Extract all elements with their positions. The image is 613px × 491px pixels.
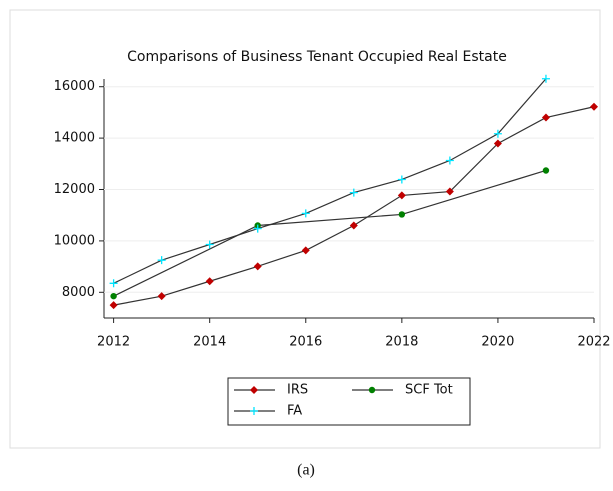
legend-label: FA <box>287 404 302 419</box>
x-tick-label: 2014 <box>193 335 226 350</box>
y-tick-label: 16000 <box>54 79 95 94</box>
marker <box>541 113 550 122</box>
marker <box>110 292 117 300</box>
y-tick-label: 12000 <box>54 182 95 197</box>
x-tick-label: 2012 <box>97 335 130 350</box>
series-line <box>113 169 547 297</box>
caption: (a) <box>297 462 315 479</box>
figure-frame <box>9 9 601 449</box>
marker <box>445 156 454 165</box>
marker <box>253 224 262 233</box>
marker <box>301 209 310 218</box>
legend-marker <box>250 386 258 394</box>
x-tick-label: 2022 <box>577 335 610 350</box>
marker <box>253 262 262 271</box>
marker <box>397 175 406 184</box>
marker <box>205 240 214 249</box>
legend-marker <box>368 386 376 394</box>
marker <box>541 74 550 83</box>
marker <box>445 187 454 196</box>
marker <box>157 292 166 301</box>
legend-marker <box>250 407 258 415</box>
x-tick-label: 2018 <box>385 335 418 350</box>
marker <box>349 221 358 230</box>
y-tick-label: 10000 <box>54 233 95 248</box>
x-tick-label: 2016 <box>289 335 322 350</box>
series-line <box>113 78 547 284</box>
chart-title: Comparisons of Business Tenant Occupied … <box>127 49 507 65</box>
legend <box>227 377 471 426</box>
legend-label: SCF Tot <box>405 383 453 398</box>
marker <box>157 256 166 265</box>
y-tick-label: 14000 <box>54 131 95 146</box>
marker <box>109 279 118 288</box>
marker <box>398 211 406 218</box>
marker <box>397 191 406 200</box>
marker <box>349 188 358 197</box>
marker <box>301 246 310 255</box>
marker <box>590 102 598 111</box>
legend-label: IRS <box>287 383 308 398</box>
marker <box>542 167 550 174</box>
marker <box>493 139 502 148</box>
x-tick-label: 2020 <box>481 335 514 350</box>
marker <box>109 301 118 310</box>
marker <box>493 129 502 138</box>
marker <box>205 277 214 286</box>
y-tick-label: 8000 <box>62 285 95 300</box>
